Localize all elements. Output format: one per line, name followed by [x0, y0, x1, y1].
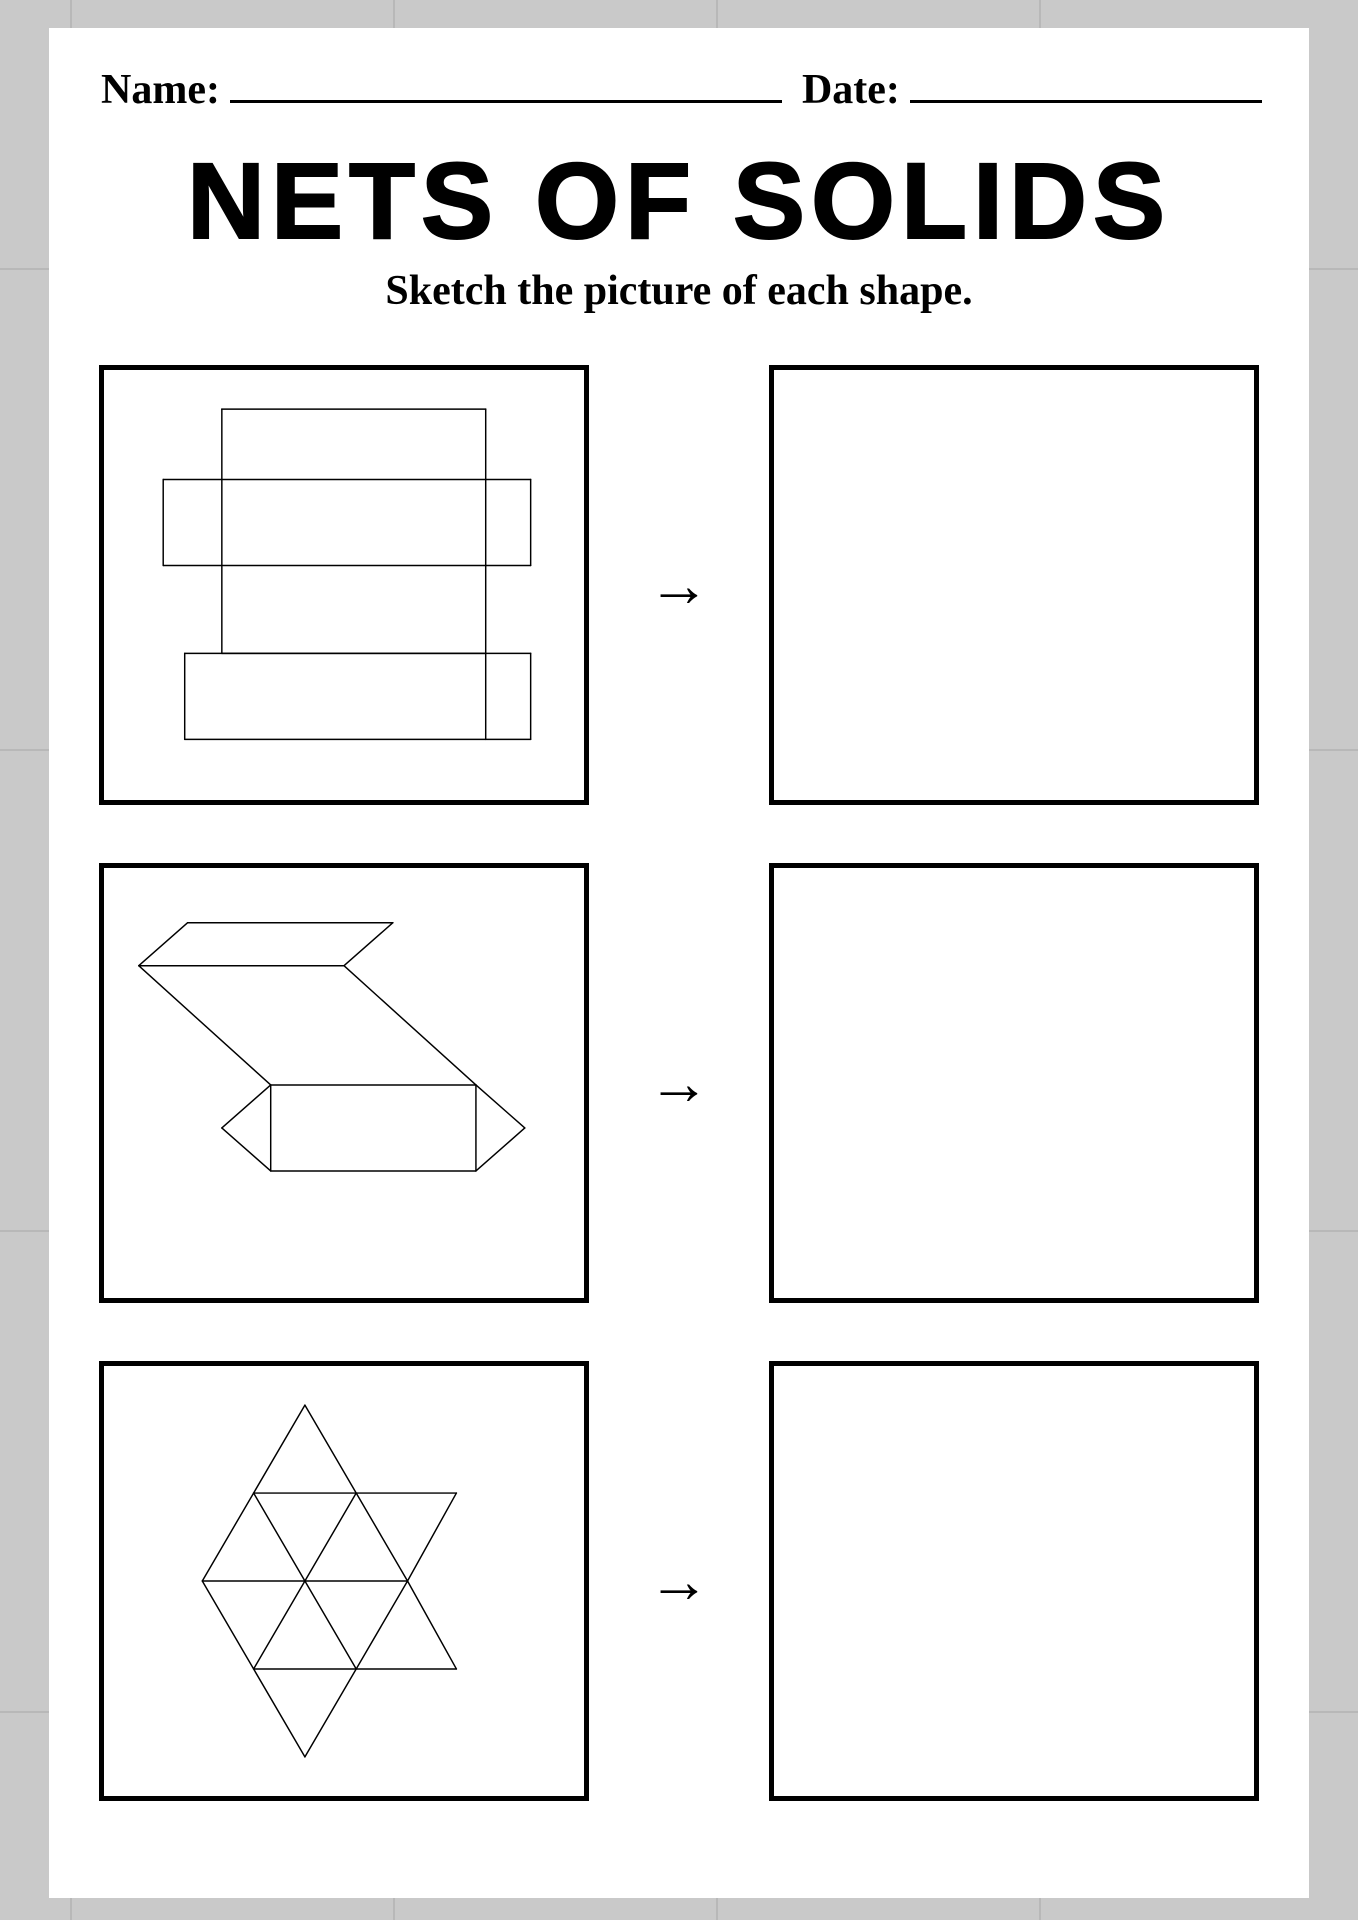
- net-box-3: [99, 1361, 589, 1801]
- arrow-icon: →: [648, 550, 710, 621]
- worksheet-subtitle: Sketch the picture of each shape.: [89, 267, 1269, 315]
- problem-row: →: [99, 1361, 1259, 1801]
- net-box-1: [99, 365, 589, 805]
- name-underline[interactable]: [230, 67, 782, 103]
- triangular-prism-net: [104, 868, 584, 1298]
- net-box-2: [99, 863, 589, 1303]
- worksheet-page: Name: Date: NETS OF SOLIDS Sketch the pi…: [49, 28, 1309, 1898]
- answer-box-3[interactable]: [769, 1361, 1259, 1801]
- header-line: Name: Date:: [89, 66, 1269, 114]
- rectangular-prism-net: [104, 370, 584, 800]
- worksheet-rows: → → →: [89, 365, 1269, 1801]
- date-label: Date:: [802, 66, 900, 114]
- worksheet-title: NETS OF SOLIDS: [89, 138, 1269, 263]
- answer-box-1[interactable]: [769, 365, 1259, 805]
- problem-row: →: [99, 863, 1259, 1303]
- answer-box-2[interactable]: [769, 863, 1259, 1303]
- date-underline[interactable]: [910, 67, 1262, 103]
- octahedron-net: [104, 1366, 584, 1796]
- problem-row: →: [99, 365, 1259, 805]
- name-label: Name:: [101, 66, 220, 114]
- arrow-icon: →: [648, 1048, 710, 1119]
- arrow-icon: →: [648, 1546, 710, 1617]
